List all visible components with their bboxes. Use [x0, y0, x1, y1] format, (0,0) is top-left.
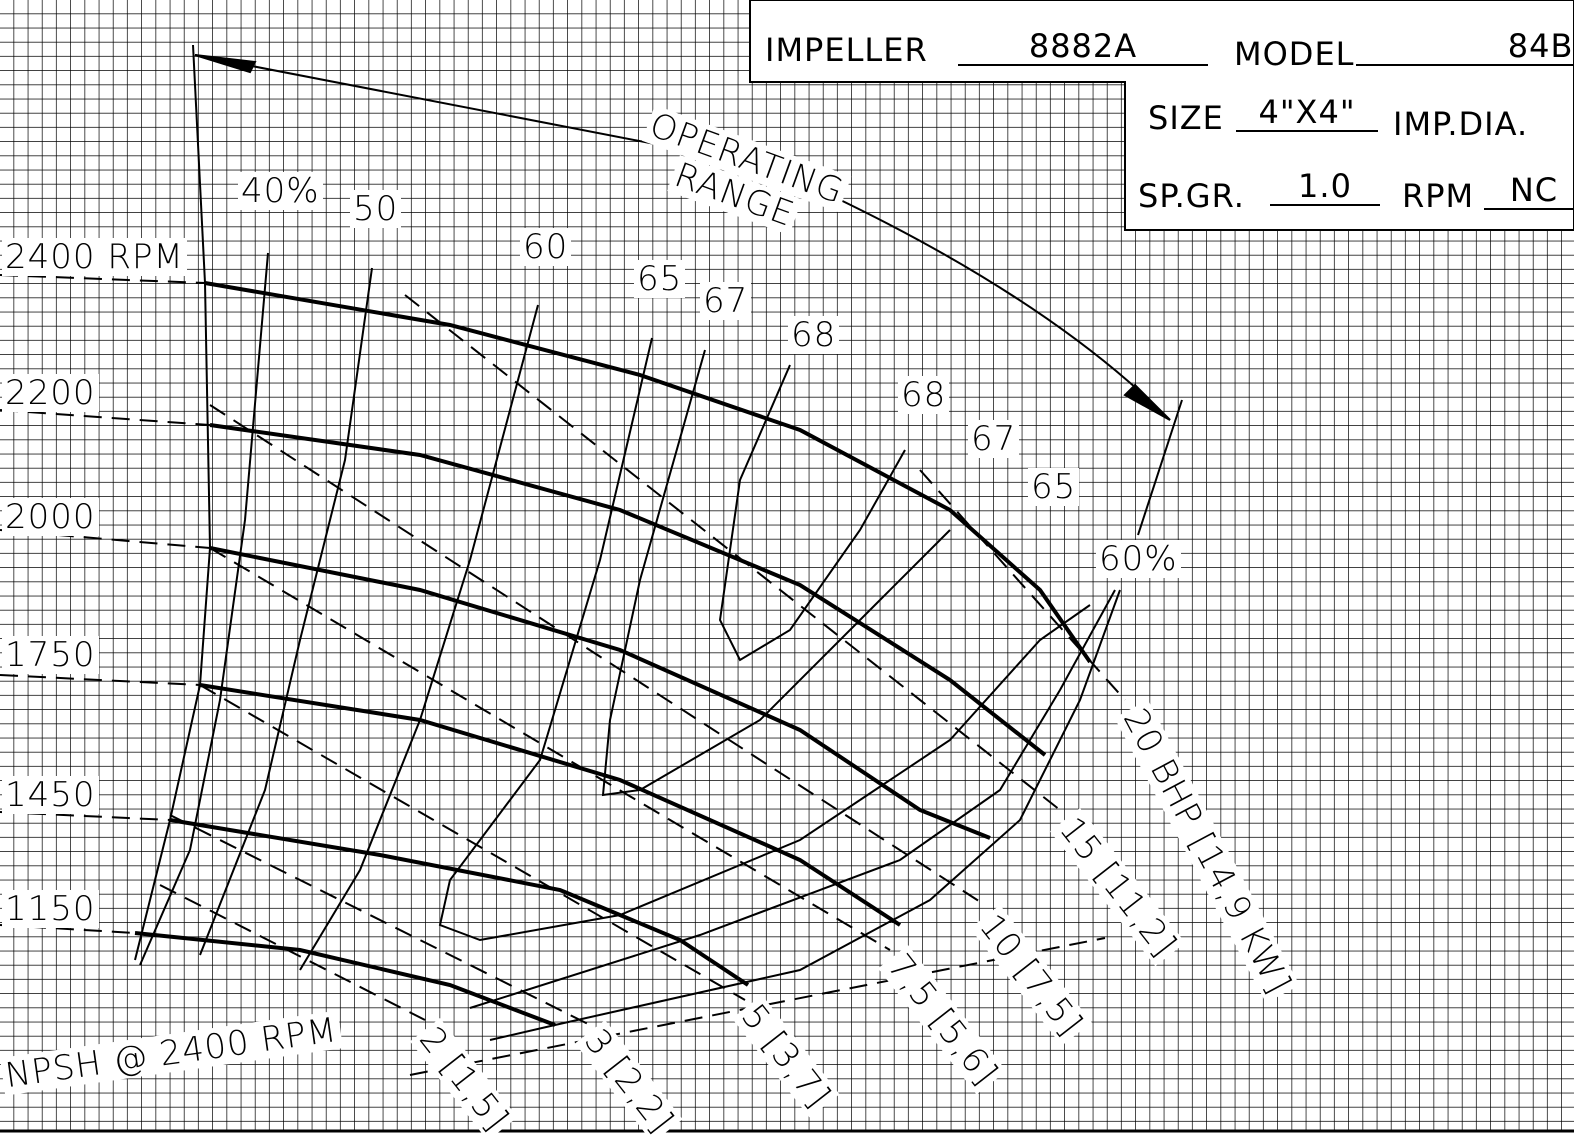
efficiency-label: 65 — [634, 260, 686, 298]
efficiency-label: 68 — [788, 316, 840, 354]
header-label: RPM — [1402, 177, 1475, 215]
speed-label: 2200 — [2, 374, 99, 412]
speed-label: 2400 RPM — [2, 238, 187, 276]
speed-label: 1150 — [2, 890, 99, 928]
efficiency-label: 60 — [520, 228, 572, 266]
header-label: IMP.DIA. — [1393, 105, 1529, 143]
efficiency-label: 67 — [700, 282, 752, 320]
efficiency-label: 65 — [1028, 468, 1080, 506]
header-label: MODEL — [1234, 35, 1355, 73]
efficiency-label: 60% — [1096, 540, 1181, 578]
efficiency-label: 50 — [350, 190, 402, 228]
efficiency-label: 40% — [238, 172, 323, 210]
header-label: SIZE — [1148, 99, 1224, 137]
header-value: 84B- — [1356, 28, 1574, 66]
speed-label: 1450 — [2, 776, 99, 814]
header-value: 4"X4" — [1236, 94, 1378, 132]
efficiency-label: 68 — [898, 376, 950, 414]
bhp-lines — [0, 274, 1126, 1076]
operating-range-arrow — [192, 44, 1183, 536]
efficiency-label: 67 — [968, 420, 1020, 458]
header-value: 8882A — [958, 28, 1208, 66]
speed-label: 2000 — [2, 498, 99, 536]
head-curves — [134, 281, 1092, 1027]
title-block — [749, 0, 1574, 231]
header-label: IMPELLER — [765, 31, 928, 69]
header-label: SP.GR. — [1138, 177, 1245, 215]
speed-label: 1750 — [2, 636, 99, 674]
header-value: 1.0 — [1270, 168, 1380, 206]
header-value: NC — [1484, 172, 1574, 210]
